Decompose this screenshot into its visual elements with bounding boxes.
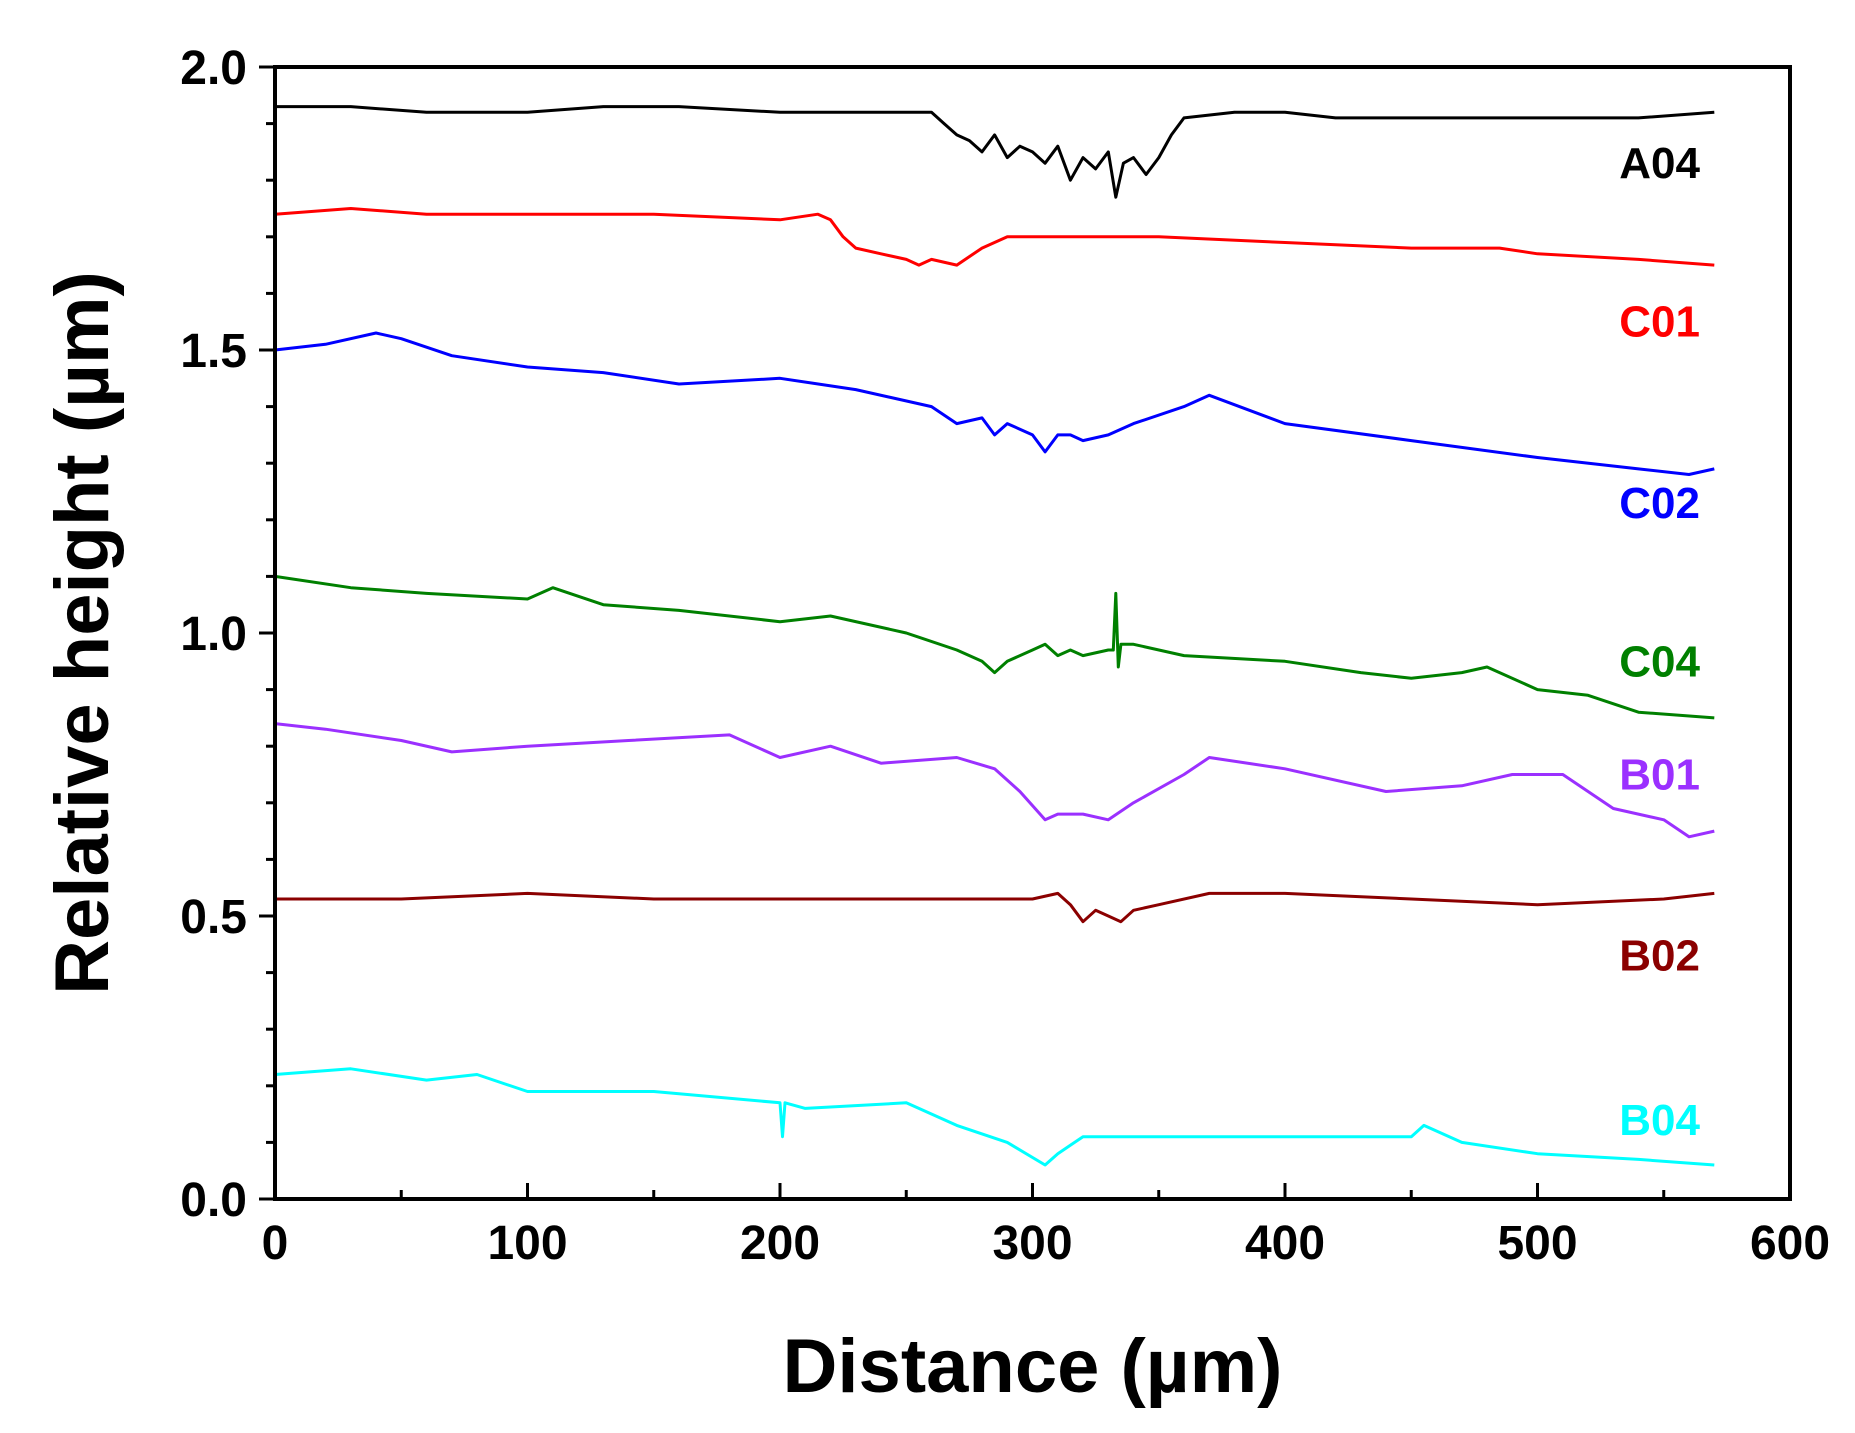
y-tick-label: 1.0 [180,608,247,661]
series-labels: A04 C01 C02 C04 B01 B02 B04 [1619,139,1700,1145]
series-line-a04 [275,105,1715,199]
y-tick-label: 1.5 [180,325,247,378]
series-line-b02 [275,891,1715,924]
plot-frame [273,65,1792,1201]
series-label-c01: C01 [1619,298,1700,347]
x-tick-labels: 0 100 200 300 400 500 600 [262,1217,1830,1270]
series-line-b04 [274,1067,1715,1167]
series-label-b04: B04 [1619,1096,1700,1145]
series-label-c02: C02 [1619,479,1700,528]
series-label-b02: B02 [1619,932,1700,981]
y-tick-label: 0.0 [180,1174,247,1227]
x-tick-label: 300 [992,1217,1072,1270]
series-label-b01: B01 [1619,751,1700,800]
x-axis-title: Distance (µm) [783,1324,1283,1409]
series-line-b01 [274,722,1715,839]
x-tick-label: 400 [1245,1217,1325,1270]
y-axis-title: Relative height (µm) [40,271,125,995]
series-label-c04: C04 [1619,637,1700,686]
x-tick-label: 100 [487,1217,567,1270]
series-layer [274,105,1715,1167]
x-tick-label: 500 [1497,1217,1577,1270]
y-tick-label: 0.5 [180,891,247,944]
y-tick-labels: 0.0 0.5 1.0 1.5 2.0 [180,42,247,1227]
x-tick-label: 600 [1750,1217,1830,1270]
y-tick-label: 2.0 [180,42,247,95]
series-label-a04: A04 [1619,139,1700,188]
series-line-c02 [274,331,1715,476]
series-line-c01 [274,207,1715,267]
x-tick-label: 200 [740,1217,820,1270]
x-tick-label: 0 [262,1217,289,1270]
series-line-c04 [274,574,1715,720]
